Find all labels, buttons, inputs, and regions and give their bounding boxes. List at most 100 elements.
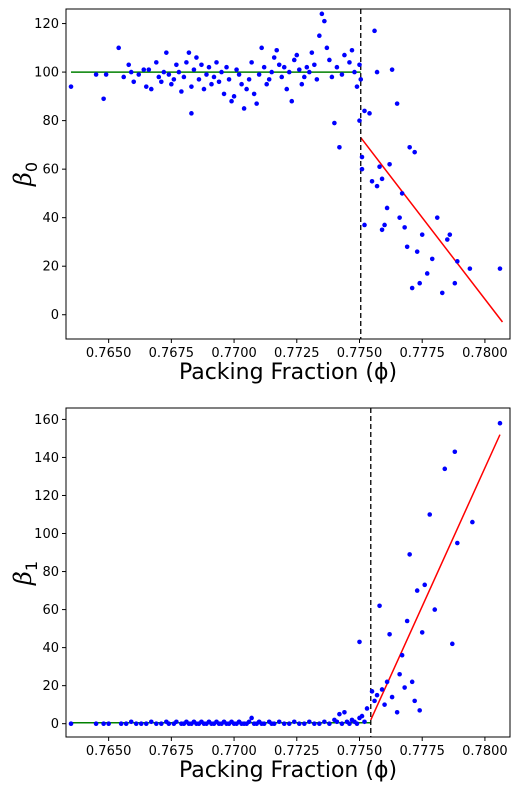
x-tick-label: 0.7800 xyxy=(462,744,508,759)
data-point xyxy=(256,72,262,77)
data-point xyxy=(281,721,287,726)
data-point xyxy=(387,632,392,637)
data-point xyxy=(93,72,99,77)
y-tick-label: 0 xyxy=(51,717,59,732)
data-point xyxy=(327,57,332,63)
data-point xyxy=(211,74,217,80)
data-point xyxy=(394,709,400,715)
x-tick-label: 0.7775 xyxy=(399,346,445,361)
data-point xyxy=(246,719,252,725)
data-point xyxy=(274,47,280,53)
data-point xyxy=(244,86,249,92)
data-point xyxy=(246,77,252,82)
data-point xyxy=(174,62,179,68)
data-point xyxy=(224,64,229,70)
data-point xyxy=(399,191,405,196)
fit-line-high xyxy=(370,434,501,721)
data-point xyxy=(141,67,147,72)
data-point xyxy=(382,222,387,228)
data-point xyxy=(384,205,390,211)
data-point xyxy=(296,67,302,72)
data-point xyxy=(414,588,420,593)
data-point xyxy=(362,719,367,725)
data-point xyxy=(174,719,179,725)
data-point xyxy=(324,45,330,51)
data-point xyxy=(143,721,149,726)
data-point xyxy=(427,512,433,517)
data-point xyxy=(294,52,300,58)
data-point xyxy=(332,120,337,126)
data-point xyxy=(101,96,106,102)
data-point xyxy=(358,77,364,82)
y-tick-label: 80 xyxy=(42,565,59,580)
data-point xyxy=(359,154,365,160)
data-point xyxy=(236,72,242,77)
y-tick-label: 100 xyxy=(34,66,59,81)
data-point xyxy=(166,72,172,77)
data-point xyxy=(254,101,259,106)
y-tick-label: 60 xyxy=(42,163,59,178)
data-point xyxy=(312,62,317,68)
data-point xyxy=(307,69,312,75)
data-point xyxy=(201,86,207,92)
y-axis-symbol: β xyxy=(9,571,37,586)
y-axis-subscript: 1 xyxy=(22,561,41,571)
y-tick-label: 20 xyxy=(42,260,59,275)
y-axis-symbol: β xyxy=(9,172,37,187)
data-point xyxy=(362,108,367,114)
data-point xyxy=(231,94,237,99)
data-point xyxy=(214,60,219,65)
data-point xyxy=(422,582,428,588)
data-point xyxy=(276,62,282,68)
data-point xyxy=(417,280,422,286)
data-point xyxy=(327,721,332,726)
data-point xyxy=(291,719,297,725)
data-point xyxy=(434,215,440,220)
data-point xyxy=(419,232,425,237)
data-point xyxy=(148,86,154,92)
data-point xyxy=(269,69,274,75)
data-point xyxy=(374,183,380,189)
plot-frame xyxy=(65,407,511,738)
data-point xyxy=(417,708,422,713)
data-point xyxy=(354,84,360,89)
data-point xyxy=(146,67,152,72)
data-point xyxy=(377,603,382,609)
y-tick-label: 140 xyxy=(34,451,59,466)
x-tick-label: 0.7650 xyxy=(86,346,132,361)
data-point xyxy=(249,60,254,65)
y-tick-label: 120 xyxy=(34,17,59,32)
y-tick-label: 40 xyxy=(42,211,59,226)
data-point xyxy=(412,698,417,704)
data-point xyxy=(402,225,407,230)
x-tick-label: 0.7750 xyxy=(337,346,383,361)
data-point xyxy=(369,178,375,184)
data-point xyxy=(389,694,395,700)
y-tick-label: 80 xyxy=(42,114,59,129)
data-point xyxy=(387,161,392,167)
x-tick-label: 0.7675 xyxy=(149,346,195,361)
data-point xyxy=(302,721,307,726)
data-point xyxy=(136,72,142,77)
data-point xyxy=(103,72,109,77)
y-tick-label: 120 xyxy=(34,489,59,504)
data-point xyxy=(497,266,503,271)
data-point xyxy=(154,721,159,726)
data-point xyxy=(339,72,345,77)
data-point xyxy=(68,84,74,89)
data-point xyxy=(409,679,415,685)
data-point xyxy=(186,50,192,55)
data-point xyxy=(121,74,126,80)
data-point xyxy=(342,52,347,58)
data-point xyxy=(279,74,285,80)
data-point xyxy=(179,89,184,94)
data-point xyxy=(291,57,297,63)
data-point xyxy=(357,118,362,123)
data-point xyxy=(349,47,355,53)
data-point xyxy=(367,111,372,116)
data-point xyxy=(184,60,189,65)
data-point xyxy=(302,74,307,80)
data-point xyxy=(429,256,435,262)
data-point xyxy=(304,64,310,70)
